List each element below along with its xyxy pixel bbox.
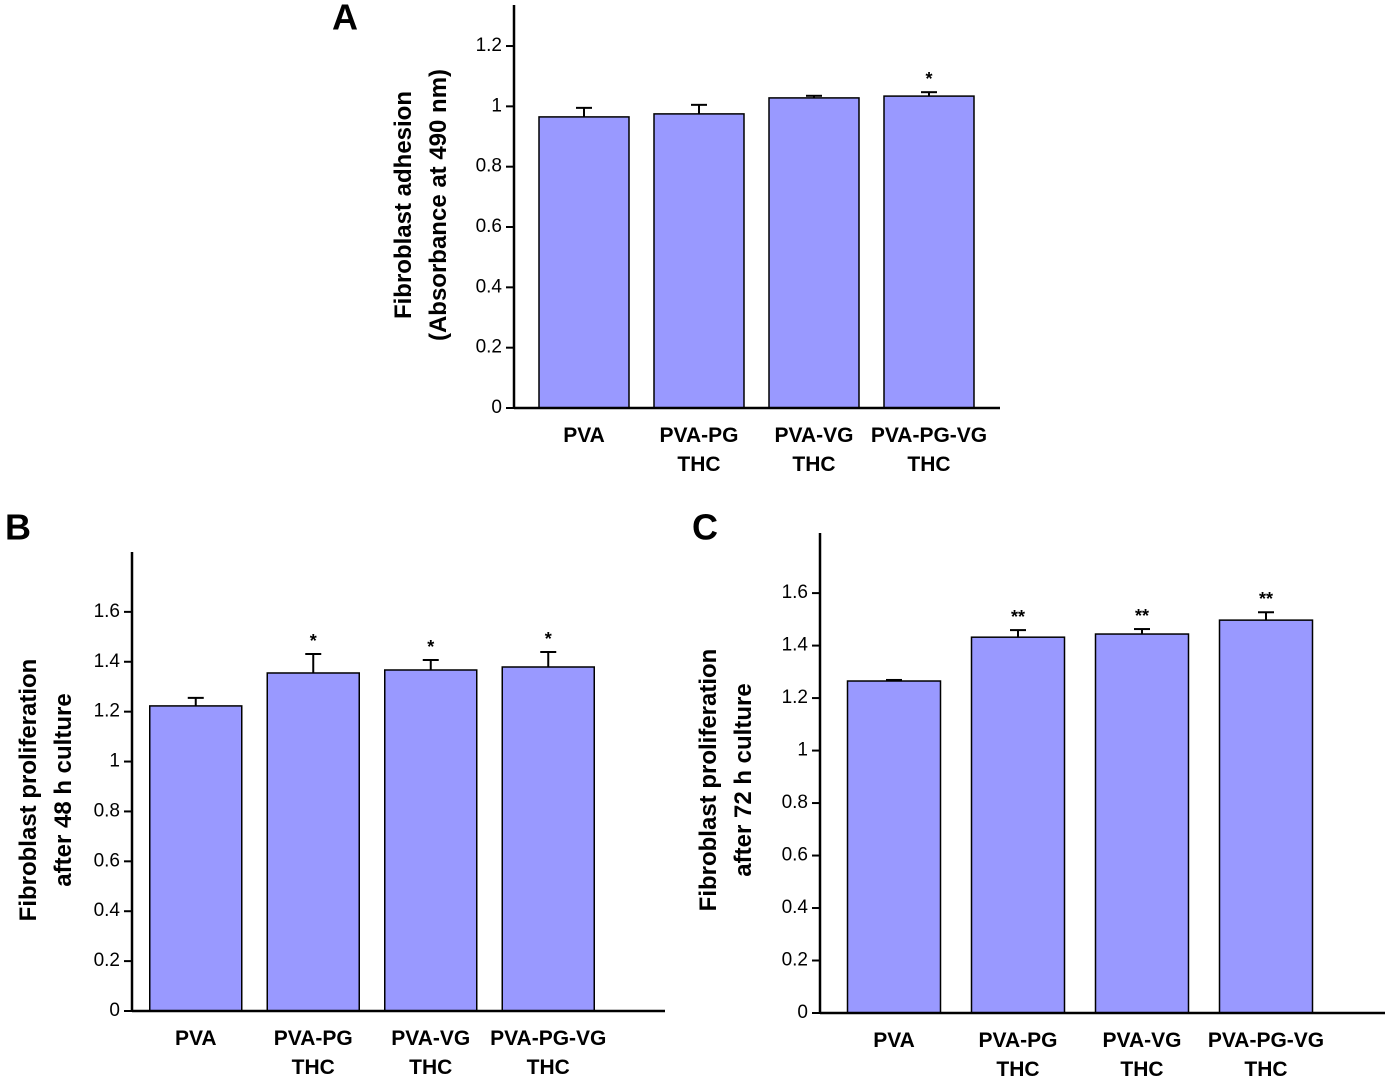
y-tick-label: 1.6: [782, 582, 808, 603]
bar: [384, 669, 478, 1012]
y-tick-label: 0.8: [94, 800, 120, 821]
bar: [266, 672, 360, 1012]
x-tick-label: PVA-PG-VG THC: [490, 1027, 606, 1078]
bar: [846, 680, 942, 1014]
bar: [538, 116, 630, 409]
panel-label: C: [692, 507, 718, 548]
x-tick-label: PVA-VG THC: [775, 424, 854, 476]
significance-marker: **: [1135, 606, 1149, 626]
y-tick-label: 1.2: [782, 687, 808, 708]
panel-label: A: [332, 0, 358, 38]
y-axis-label: Fibroblast proliferation after 48 h cultu…: [15, 659, 77, 922]
bar: [883, 95, 975, 409]
x-tick-label: PVA-PG-VG THC: [1208, 1029, 1324, 1078]
y-tick-label: 1.2: [94, 701, 120, 722]
x-tick-label: PVA: [873, 1029, 915, 1052]
y-tick-label: 0.6: [782, 845, 808, 866]
y-tick-label: 1: [491, 95, 502, 116]
y-tick-label: 0: [109, 1000, 120, 1021]
significance-marker: **: [1011, 607, 1025, 627]
y-tick-label: 0.8: [476, 156, 502, 177]
y-tick-label: 0.6: [476, 216, 502, 237]
bar: [501, 666, 595, 1012]
y-tick-label: 0: [491, 397, 502, 418]
y-axis-label: Fibroblast proliferation after 72 h cultu…: [695, 649, 757, 912]
y-axis-label: Fibroblast adhesion (Absorbance at 490 nm…: [390, 69, 452, 341]
bar: [1094, 633, 1190, 1014]
x-tick-label: PVA-PG THC: [274, 1027, 353, 1078]
y-tick-label: 1.2: [476, 35, 502, 56]
y-tick-label: 1: [109, 751, 120, 772]
y-tick-label: 1: [797, 740, 808, 761]
y-tick-label: 1.4: [94, 651, 121, 672]
x-tick-label: PVA: [175, 1027, 217, 1050]
y-tick-label: 0.2: [476, 337, 502, 358]
significance-marker: *: [427, 637, 434, 657]
y-tick-label: 0.2: [94, 950, 120, 971]
x-tick-label: PVA-PG THC: [660, 424, 739, 476]
significance-marker: *: [545, 629, 552, 649]
significance-marker: **: [1259, 589, 1273, 609]
significance-marker: *: [925, 69, 932, 89]
bar: [149, 705, 243, 1012]
bar: [970, 636, 1066, 1014]
y-tick-label: 0.6: [94, 850, 120, 871]
bar: [768, 97, 860, 409]
panel-label: B: [5, 507, 31, 548]
y-tick-label: 0.8: [782, 792, 808, 813]
y-tick-label: 0.4: [94, 900, 121, 921]
x-tick-label: PVA-VG THC: [391, 1027, 470, 1078]
y-tick-label: 1.6: [94, 601, 120, 622]
x-tick-label: PVA-PG-VG THC: [871, 424, 987, 476]
bar: [653, 113, 745, 409]
bar: [1218, 619, 1314, 1014]
significance-marker: *: [310, 631, 317, 651]
x-tick-label: PVA-VG THC: [1103, 1029, 1182, 1078]
x-tick-label: PVA-PG THC: [979, 1029, 1058, 1078]
y-tick-label: 0.4: [476, 276, 503, 297]
y-tick-label: 1.4: [782, 635, 809, 656]
y-tick-label: 0.4: [782, 897, 809, 918]
x-tick-label: PVA: [563, 424, 605, 447]
y-tick-label: 0.2: [782, 950, 808, 971]
y-tick-label: 0: [797, 1002, 808, 1023]
